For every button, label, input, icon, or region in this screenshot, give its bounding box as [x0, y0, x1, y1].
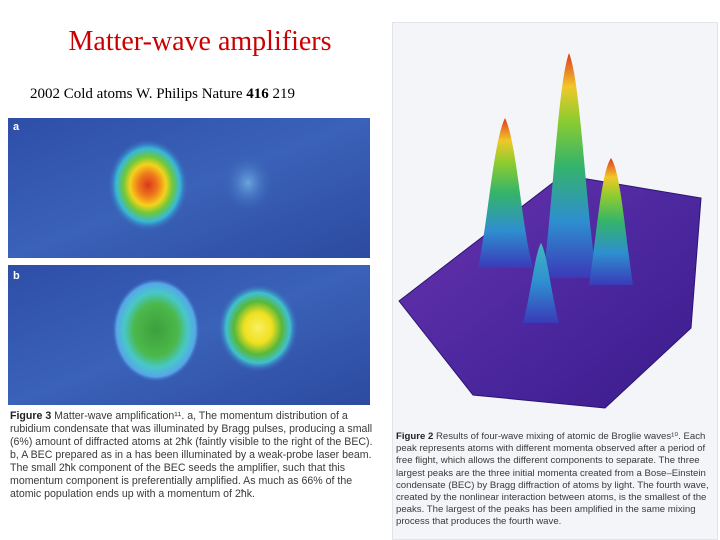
- panel-label: a: [13, 121, 20, 133]
- absorption-images: a b: [8, 118, 370, 405]
- peak: [543, 53, 597, 278]
- diffracted-peak: [222, 153, 274, 213]
- panel-a-image: [8, 118, 370, 258]
- caption-label: Figure 3: [10, 410, 52, 422]
- citation: 2002 Cold atoms W. Philips Nature 416 21…: [30, 86, 295, 103]
- caption-text: Results of four-wave mixing of atomic de…: [396, 431, 709, 528]
- amplified-peak: [218, 284, 298, 372]
- caption-label: Figure 2: [396, 431, 434, 442]
- panel-label: b: [13, 270, 20, 282]
- bec-peak: [112, 278, 200, 382]
- figure-caption: Figure 2 Results of four-wave mixing of …: [396, 431, 714, 529]
- citation-pages: 219: [272, 86, 296, 102]
- figure-2: Figure 2 Results of four-wave mixing of …: [392, 22, 718, 540]
- slide-title: Matter-wave amplifiers: [68, 26, 332, 57]
- peak: [589, 158, 633, 285]
- citation-volume: 416: [246, 86, 269, 102]
- citation-text: 2002 Cold atoms W. Philips Nature: [30, 86, 243, 102]
- surface-plot: [398, 53, 702, 409]
- caption-text: Matter-wave amplification¹¹. a, The mome…: [10, 410, 373, 500]
- peak: [478, 118, 533, 268]
- figure-caption: Figure 3 Matter-wave amplification¹¹. a,…: [10, 410, 376, 501]
- figure-3: a b Figure 3 Matter-wave amplification¹¹…: [8, 118, 380, 540]
- peak: [523, 243, 559, 323]
- bec-peak: [108, 139, 188, 231]
